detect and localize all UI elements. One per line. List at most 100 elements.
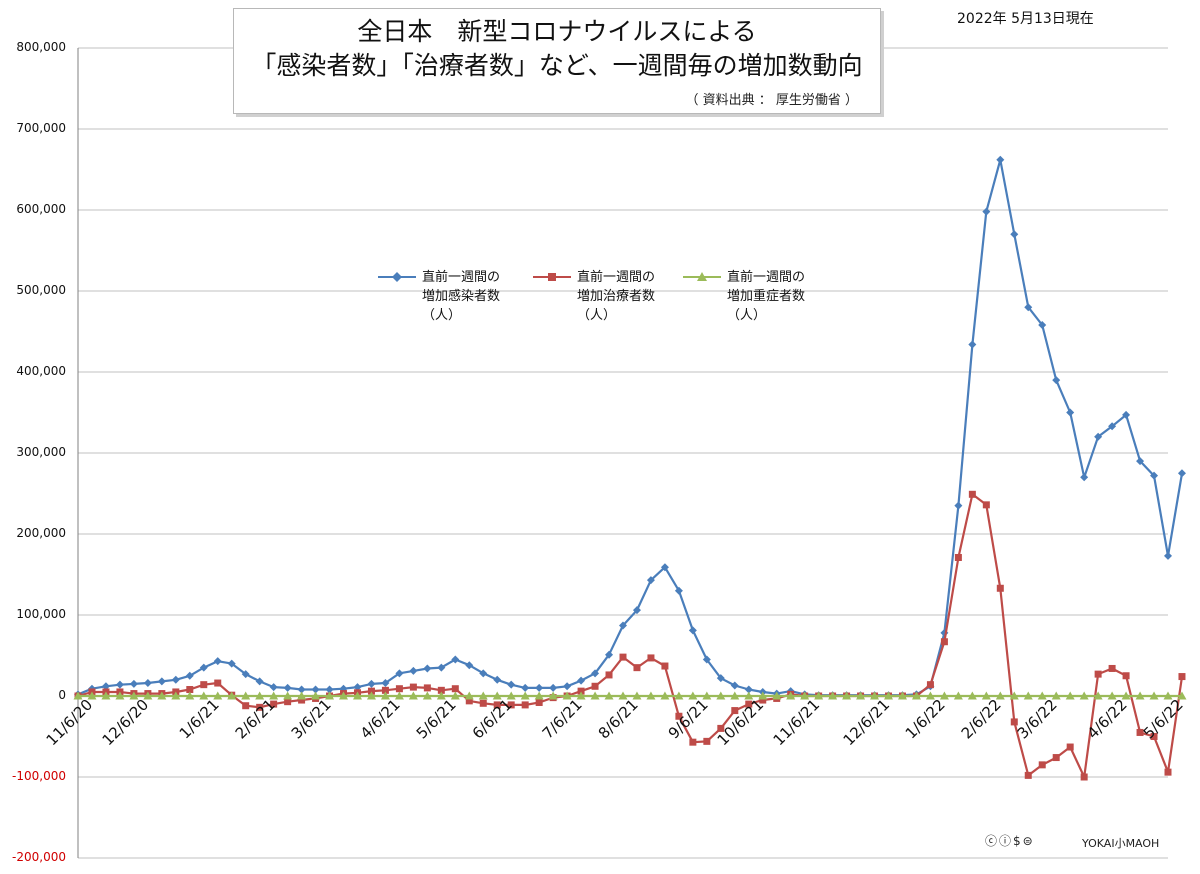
data-point — [269, 683, 278, 692]
data-point — [1066, 408, 1075, 417]
legend-label-infected-2: 増加感染者数 — [422, 289, 501, 304]
data-point — [143, 691, 153, 700]
data-point — [884, 691, 894, 700]
data-point — [437, 686, 445, 694]
data-point — [1038, 761, 1046, 769]
data-point — [1010, 230, 1019, 239]
chart-source-note: （ 資料出典 ： 厚生労働省 ） — [685, 93, 858, 108]
data-point — [395, 685, 403, 693]
data-point — [506, 691, 516, 700]
data-point — [101, 691, 111, 700]
data-point — [967, 691, 977, 700]
data-point — [535, 683, 544, 692]
data-point — [1122, 672, 1130, 680]
data-point — [297, 685, 306, 694]
data-point — [968, 340, 977, 349]
data-point — [200, 681, 208, 689]
data-point — [716, 691, 726, 700]
data-point — [1066, 743, 1074, 751]
data-point — [227, 659, 236, 668]
data-point — [1108, 664, 1116, 672]
data-point — [996, 155, 1005, 164]
data-point — [451, 685, 459, 693]
data-point — [1164, 768, 1172, 776]
data-point — [479, 669, 488, 678]
data-point — [703, 737, 711, 745]
data-point — [521, 701, 529, 709]
data-point — [478, 691, 488, 700]
data-point — [772, 691, 782, 700]
data-point — [157, 677, 166, 686]
data-point — [660, 691, 670, 700]
data-point — [674, 586, 683, 595]
y-tick-label: 800,000 — [16, 40, 66, 54]
data-point — [995, 691, 1005, 700]
data-point — [744, 691, 754, 700]
data-point — [702, 691, 712, 700]
data-point — [1149, 691, 1159, 700]
data-point — [1136, 457, 1145, 466]
data-point — [186, 686, 194, 694]
data-point — [534, 691, 544, 700]
y-tick-label: 600,000 — [16, 202, 66, 216]
data-point — [646, 691, 656, 700]
legend-label-infected-3: （人） — [422, 308, 462, 323]
data-point — [744, 685, 753, 694]
data-point — [591, 682, 599, 690]
y-tick-label: 200,000 — [16, 526, 66, 540]
data-point — [1009, 691, 1019, 700]
data-point — [1163, 691, 1173, 700]
data-point — [814, 691, 824, 700]
data-point — [618, 691, 628, 700]
data-point — [939, 691, 949, 700]
data-point — [940, 638, 948, 646]
data-point — [214, 679, 222, 687]
data-point — [255, 677, 264, 686]
data-point — [1177, 691, 1187, 700]
data-point — [1065, 691, 1075, 700]
data-point — [968, 490, 976, 498]
y-tick-label: 300,000 — [16, 445, 66, 459]
data-point — [675, 712, 683, 720]
data-point — [604, 691, 614, 700]
data-point — [925, 691, 935, 700]
data-point — [661, 662, 669, 670]
data-point — [284, 698, 292, 706]
data-point — [591, 669, 600, 678]
data-point — [577, 687, 585, 695]
chart-title-line2: 「感染者数」「治療者数」など、一週間毎の増加数動向 — [251, 51, 863, 80]
data-point — [520, 691, 530, 700]
data-point — [493, 701, 501, 709]
y-tick-label: -200,000 — [12, 850, 66, 864]
data-point — [423, 684, 431, 692]
data-point — [1094, 432, 1103, 441]
data-point — [619, 653, 627, 661]
data-point — [450, 691, 460, 700]
data-point — [828, 691, 838, 700]
data-point — [394, 691, 404, 700]
data-point — [87, 691, 97, 700]
data-point — [1093, 691, 1103, 700]
data-point — [717, 724, 725, 732]
data-point — [1122, 410, 1131, 419]
data-point — [716, 674, 725, 683]
data-point — [1177, 469, 1186, 478]
data-point — [1150, 471, 1159, 480]
data-point — [451, 655, 460, 664]
data-point — [996, 584, 1004, 592]
legend-swatch-treated — [533, 273, 571, 281]
data-point — [366, 691, 376, 700]
data-point — [1037, 691, 1047, 700]
data-point — [954, 553, 962, 561]
data-point — [1052, 754, 1060, 762]
data-point — [367, 687, 375, 695]
data-point — [1107, 691, 1117, 700]
data-point — [185, 671, 194, 680]
data-point — [1079, 691, 1089, 700]
data-point — [870, 691, 880, 700]
legend-label-infected-1: 直前一週間の — [422, 270, 501, 285]
data-point — [353, 683, 362, 692]
data-point — [647, 654, 655, 662]
legend-swatch-severe — [683, 272, 721, 281]
